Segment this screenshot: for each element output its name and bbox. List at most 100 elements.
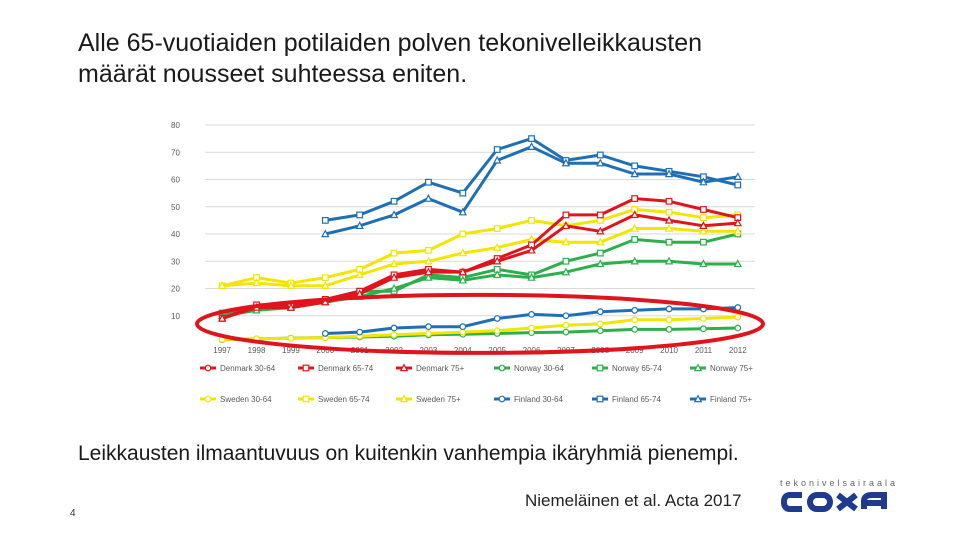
data-point [700, 206, 707, 213]
data-point [631, 236, 639, 243]
data-point [596, 158, 605, 167]
y-tick-label: 40 [171, 230, 180, 239]
data-point [630, 169, 639, 178]
series-line-denmark-overlay-1 [221, 213, 738, 320]
x-tick-label: 1999 [282, 346, 300, 355]
data-point [528, 135, 535, 143]
data-point [665, 238, 673, 246]
legend-label: Denmark 30-64 [220, 364, 276, 373]
data-point [355, 270, 364, 279]
data-point [399, 394, 409, 403]
data-point [700, 214, 707, 222]
data-point [498, 364, 506, 372]
slide-title: Alle 65-vuotiaiden potilaiden polven tek… [78, 28, 898, 90]
data-point [664, 256, 674, 265]
data-point [390, 331, 398, 339]
data-point [700, 325, 707, 333]
data-point [425, 246, 432, 254]
highlight-ellipse [195, 292, 765, 355]
data-point [562, 328, 570, 336]
series-line-sweden-65-74 [221, 208, 738, 288]
data-point [631, 306, 639, 314]
y-tick-label: 80 [171, 121, 180, 130]
data-point [664, 169, 674, 178]
data-point [389, 259, 399, 268]
data-point [693, 394, 703, 403]
data-point [700, 238, 707, 246]
data-point [493, 146, 501, 153]
y-tick-label: 50 [171, 203, 180, 212]
data-point [733, 172, 743, 180]
data-point [562, 257, 570, 265]
data-point [390, 324, 398, 332]
data-point [204, 395, 212, 403]
data-point [631, 325, 639, 333]
data-point [287, 334, 295, 342]
data-point [596, 237, 605, 246]
data-point [356, 328, 364, 336]
data-point [493, 315, 501, 322]
data-point [390, 249, 398, 257]
data-point [699, 226, 708, 235]
x-tick-label: 2010 [660, 346, 678, 355]
x-tick-label: 2011 [695, 346, 713, 355]
data-point [733, 226, 743, 235]
data-point [596, 364, 604, 372]
y-tick-label: 30 [171, 257, 180, 266]
data-point [734, 324, 742, 332]
data-point [664, 215, 674, 224]
data-point [596, 216, 604, 224]
data-point [498, 395, 506, 403]
data-point [527, 272, 536, 281]
data-point [699, 177, 708, 186]
data-point [424, 256, 433, 265]
data-point [596, 151, 604, 159]
data-point [733, 218, 743, 227]
data-point [321, 274, 329, 282]
data-point [596, 259, 605, 268]
data-point [561, 221, 571, 230]
data-point [527, 142, 536, 151]
x-tick-label: 2000 [316, 346, 334, 355]
data-point [630, 223, 639, 232]
data-point [630, 256, 639, 265]
legend-label: Norway 65-74 [612, 364, 662, 373]
data-point [693, 363, 703, 372]
data-point [286, 281, 296, 289]
data-point [596, 226, 605, 235]
data-point [302, 364, 310, 372]
data-point [425, 330, 432, 337]
y-tick-label: 10 [171, 312, 180, 321]
data-point [665, 316, 673, 324]
data-point [321, 216, 329, 224]
y-tick-label: 70 [171, 148, 180, 157]
data-point [459, 189, 467, 197]
legend-label: Sweden 30-64 [220, 395, 272, 404]
x-tick-label: 1998 [248, 346, 266, 355]
data-point [459, 323, 467, 331]
data-point [528, 310, 535, 318]
legend-label: Norway 75+ [710, 364, 753, 373]
data-point [390, 197, 398, 205]
x-tick-label: 2012 [729, 346, 747, 355]
data-point [424, 193, 433, 202]
legend-label: Finland 30-64 [514, 395, 563, 404]
data-point [699, 221, 708, 230]
slide-subtitle: Leikkausten ilmaantuvuus on kuitenkin va… [78, 442, 739, 465]
data-point [596, 327, 604, 335]
legend-label: Sweden 75+ [416, 395, 461, 404]
x-tick-label: 2004 [454, 346, 472, 355]
data-point [425, 178, 432, 186]
data-point [321, 281, 330, 289]
data-point [458, 248, 468, 257]
coxa-logo-mark [780, 492, 887, 512]
legend-label: Sweden 65-74 [318, 395, 370, 404]
data-point [493, 225, 501, 232]
data-point [561, 237, 571, 246]
data-point [389, 210, 399, 219]
data-point [424, 267, 433, 276]
data-point [458, 207, 468, 216]
slide-title-line1: Alle 65-vuotiaiden potilaiden polven tek… [78, 29, 703, 57]
legend-label: Finland 65-74 [612, 395, 661, 404]
coxa-logo: tekonivelsairaala [780, 478, 900, 518]
